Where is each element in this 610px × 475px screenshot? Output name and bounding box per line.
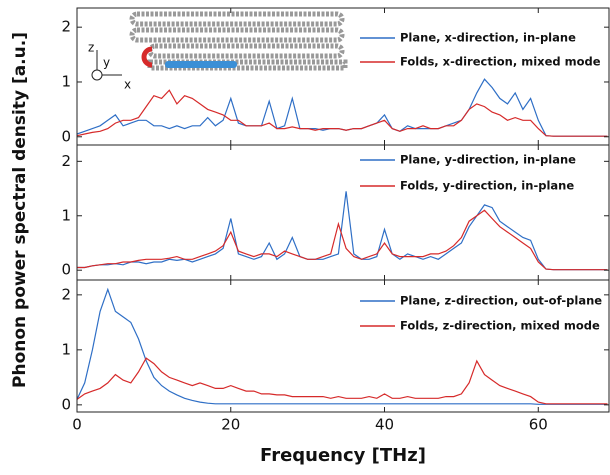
ribbon bbox=[129, 11, 345, 27]
legend-label: Folds, z-direction, mixed mode bbox=[400, 319, 600, 333]
x-tick-label: 0 bbox=[72, 416, 82, 434]
fold-highlight bbox=[141, 46, 153, 68]
plot-area: Plane, x-direction, in-plane Folds, x-dir… bbox=[61, 7, 610, 434]
spectrum-line bbox=[76, 78, 608, 137]
axis-name: y bbox=[103, 56, 110, 70]
spectrum-line bbox=[77, 209, 608, 271]
panel: Plane, z-direction, out-of-plane Folds, z… bbox=[61, 8, 610, 434]
y-axis-title: Phonon power spectral density [a.u.] bbox=[10, 32, 30, 388]
y-tick-label: 1 bbox=[61, 206, 71, 224]
x-tick-label: 20 bbox=[221, 416, 240, 434]
y-tick-label: 1 bbox=[61, 72, 71, 90]
spectrum-line bbox=[76, 89, 608, 137]
y-tick-label: 0 bbox=[61, 261, 71, 279]
ribbon bbox=[129, 27, 345, 43]
plane-highlight bbox=[165, 61, 237, 68]
x-axis-title: Frequency [THz] bbox=[260, 445, 426, 466]
y-tick-label: 0 bbox=[61, 395, 71, 413]
panel: Plane, y-direction, in-plane Folds, y-dir… bbox=[61, 144, 610, 281]
panel: Plane, x-direction, in-plane Folds, x-dir… bbox=[61, 7, 610, 146]
legend-label: Folds, y-direction, in-plane bbox=[400, 179, 574, 193]
axis-name: x bbox=[124, 78, 131, 92]
inset-schematic: z y x bbox=[88, 11, 348, 92]
y-tick-label: 1 bbox=[61, 340, 71, 358]
ribbon bbox=[147, 43, 345, 59]
spectrum-line bbox=[77, 191, 608, 271]
legend-label: Plane, x-direction, in-plane bbox=[400, 31, 576, 45]
y-tick-label: 2 bbox=[61, 18, 71, 36]
y-tick-label: 2 bbox=[61, 152, 71, 170]
legend-label: Folds, x-direction, mixed mode bbox=[400, 55, 601, 69]
x-tick-label: 60 bbox=[529, 416, 548, 434]
axis-name: z bbox=[88, 41, 94, 55]
legend-label: Plane, z-direction, out-of-plane bbox=[400, 294, 602, 308]
y-tick-label: 0 bbox=[61, 127, 71, 145]
legend-label: Plane, y-direction, in-plane bbox=[400, 153, 576, 167]
y-tick-label: 2 bbox=[61, 285, 71, 303]
panel-frame bbox=[76, 279, 610, 413]
x-tick-label: 40 bbox=[375, 416, 394, 434]
spectrum-line bbox=[76, 287, 608, 405]
spectrum-line bbox=[76, 357, 608, 405]
axis-circle bbox=[91, 69, 103, 81]
